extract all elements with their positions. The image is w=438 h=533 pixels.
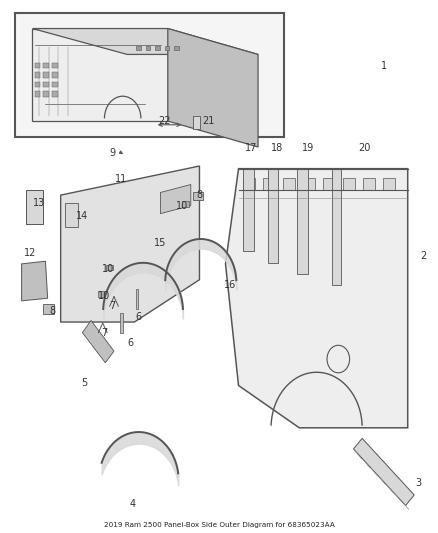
Bar	[35, 82, 40, 87]
Text: 8: 8	[49, 306, 55, 317]
Text: 8: 8	[196, 190, 202, 200]
Bar	[98, 292, 105, 297]
Bar	[193, 116, 200, 129]
Bar	[283, 178, 295, 190]
Text: 16: 16	[224, 280, 236, 290]
Bar	[120, 312, 123, 333]
Text: 2019 Ram 2500 Panel-Box Side Outer Diagram for 68365023AA: 2019 Ram 2500 Panel-Box Side Outer Diagr…	[103, 522, 335, 528]
Polygon shape	[82, 320, 114, 363]
Bar	[35, 91, 40, 97]
Bar	[243, 168, 254, 251]
Text: 21: 21	[202, 116, 214, 126]
Bar	[43, 63, 49, 68]
Bar	[193, 192, 202, 200]
Bar	[52, 82, 58, 87]
Polygon shape	[32, 29, 258, 54]
Bar	[35, 72, 40, 78]
Bar	[174, 46, 179, 50]
Polygon shape	[160, 184, 191, 214]
Polygon shape	[168, 29, 258, 147]
Bar	[52, 63, 58, 68]
Bar	[303, 178, 315, 190]
Bar	[155, 46, 160, 50]
FancyBboxPatch shape	[15, 13, 284, 137]
Text: 2: 2	[420, 251, 426, 261]
Text: 19: 19	[302, 142, 314, 152]
Bar	[146, 46, 150, 50]
Bar	[165, 46, 169, 50]
Text: 20: 20	[358, 142, 371, 152]
Text: 10: 10	[102, 264, 114, 274]
Bar	[332, 168, 341, 285]
Text: 12: 12	[24, 248, 36, 259]
Polygon shape	[21, 261, 48, 301]
Polygon shape	[226, 168, 408, 428]
Text: 9: 9	[110, 148, 116, 158]
Bar	[35, 63, 40, 68]
Text: 11: 11	[115, 174, 127, 184]
Polygon shape	[60, 166, 199, 322]
Bar	[343, 178, 355, 190]
Bar	[182, 201, 189, 207]
Text: 14: 14	[76, 211, 88, 221]
Text: 10: 10	[98, 290, 110, 301]
Bar	[43, 91, 49, 97]
Polygon shape	[32, 29, 168, 121]
Bar	[106, 265, 113, 270]
Bar	[243, 178, 255, 190]
Text: 4: 4	[129, 499, 135, 510]
Bar	[52, 72, 58, 78]
Bar	[136, 46, 141, 50]
Text: 7: 7	[110, 301, 116, 311]
Bar	[43, 303, 54, 314]
Bar	[263, 178, 275, 190]
Polygon shape	[353, 438, 414, 505]
Polygon shape	[26, 190, 43, 224]
Bar	[268, 168, 278, 263]
Text: 6: 6	[136, 312, 142, 322]
Polygon shape	[65, 203, 78, 227]
Text: 17: 17	[245, 142, 258, 152]
Text: 7: 7	[101, 328, 107, 337]
Text: 3: 3	[416, 478, 422, 488]
Bar	[43, 72, 49, 78]
Text: 13: 13	[33, 198, 45, 208]
Bar	[52, 91, 58, 97]
Bar	[363, 178, 375, 190]
Bar	[43, 82, 49, 87]
Text: 6: 6	[127, 338, 133, 348]
Text: 10: 10	[176, 201, 188, 211]
Bar	[323, 178, 335, 190]
Text: 18: 18	[272, 142, 284, 152]
Text: 15: 15	[154, 238, 166, 248]
Text: 1: 1	[381, 61, 387, 70]
Text: 22: 22	[159, 116, 171, 126]
Bar	[382, 178, 395, 190]
Bar	[297, 168, 307, 274]
Text: 5: 5	[81, 378, 88, 388]
Bar	[136, 289, 138, 309]
